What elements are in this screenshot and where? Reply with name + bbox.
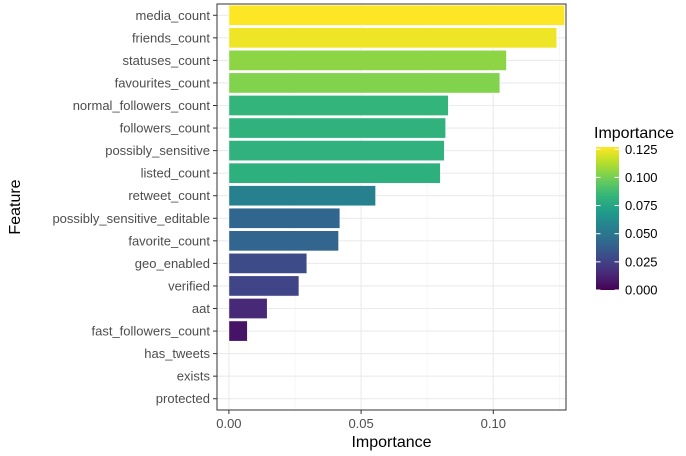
- y-tick-label: possibly_sensitive_editable: [52, 211, 210, 226]
- colorbar-tick-label: 0.025: [625, 254, 658, 269]
- bar-geo_enabled: [228, 252, 308, 274]
- colorbar-tick-label: 0.000: [625, 283, 658, 298]
- plot-panel-border: [216, 3, 567, 411]
- bar-possibly_sensitive: [228, 140, 445, 162]
- y-tick-label: retweet_count: [128, 188, 210, 203]
- colorbar-tick-label: 0.125: [625, 142, 658, 157]
- bar-retweet_count: [228, 185, 376, 207]
- y-tick-label: verified: [168, 278, 210, 293]
- y-tick-label: statuses_count: [123, 53, 211, 68]
- bar-statuses_count: [228, 49, 507, 71]
- bar-possibly_sensitive_editable: [228, 207, 341, 229]
- y-tick-label: favourites_count: [115, 75, 211, 90]
- y-tick-label: geo_enabled: [135, 256, 210, 271]
- bar-friends_count: [228, 27, 558, 49]
- y-tick-label: followers_count: [120, 121, 211, 136]
- x-tick-label: 0.00: [216, 416, 241, 431]
- bar-normal_followers_count: [228, 95, 449, 116]
- x-axis-title: Importance: [351, 434, 431, 451]
- y-tick-label: listed_count: [141, 166, 211, 181]
- bar-verified: [228, 275, 300, 297]
- y-tick-label: aat: [192, 301, 210, 316]
- bar-aat: [228, 298, 268, 319]
- y-tick-label: protected: [156, 391, 210, 406]
- y-tick-label: possibly_sensitive: [105, 143, 210, 158]
- x-tick-label: 0.05: [348, 416, 373, 431]
- legend-title: Importance: [594, 125, 674, 142]
- colorbar: [596, 147, 619, 290]
- y-tick-label: favorite_count: [128, 233, 210, 248]
- plot-background: [217, 4, 566, 410]
- colorbar-ticks: 0.000 0.025 0.050 0.075 0.100 0.125: [596, 142, 658, 298]
- colorbar-tick-label: 0.075: [625, 198, 658, 213]
- bar-followers_count: [228, 117, 447, 139]
- bars: [228, 4, 565, 342]
- y-tick-label: fast_followers_count: [91, 324, 210, 339]
- bar-listed_count: [228, 162, 441, 184]
- bar-favourites_count: [228, 72, 501, 94]
- y-tick-label: normal_followers_count: [73, 98, 211, 113]
- y-tick-label: exists: [177, 369, 211, 384]
- y-tick-label: has_tweets: [144, 346, 210, 361]
- colorbar-tick-label: 0.050: [625, 226, 658, 241]
- y-tick-label: friends_count: [132, 30, 210, 45]
- colorbar-legend: Importance 0.000 0.025 0.050 0.075 0.100 0.12…: [594, 125, 674, 298]
- colorbar-tick-label: 0.100: [625, 170, 658, 185]
- y-axis: media_count friends_count statuses_countfa…: [52, 8, 217, 406]
- x-axis: 0.00 0.05 0.10: [216, 410, 506, 431]
- x-tick-label: 0.10: [481, 416, 506, 431]
- y-tick-label: media_count: [136, 8, 211, 23]
- bar-fast_followers_count: [228, 320, 248, 342]
- y-axis-title: Feature: [7, 179, 24, 234]
- bar-media_count: [228, 4, 565, 26]
- bar-favorite_count: [228, 230, 339, 252]
